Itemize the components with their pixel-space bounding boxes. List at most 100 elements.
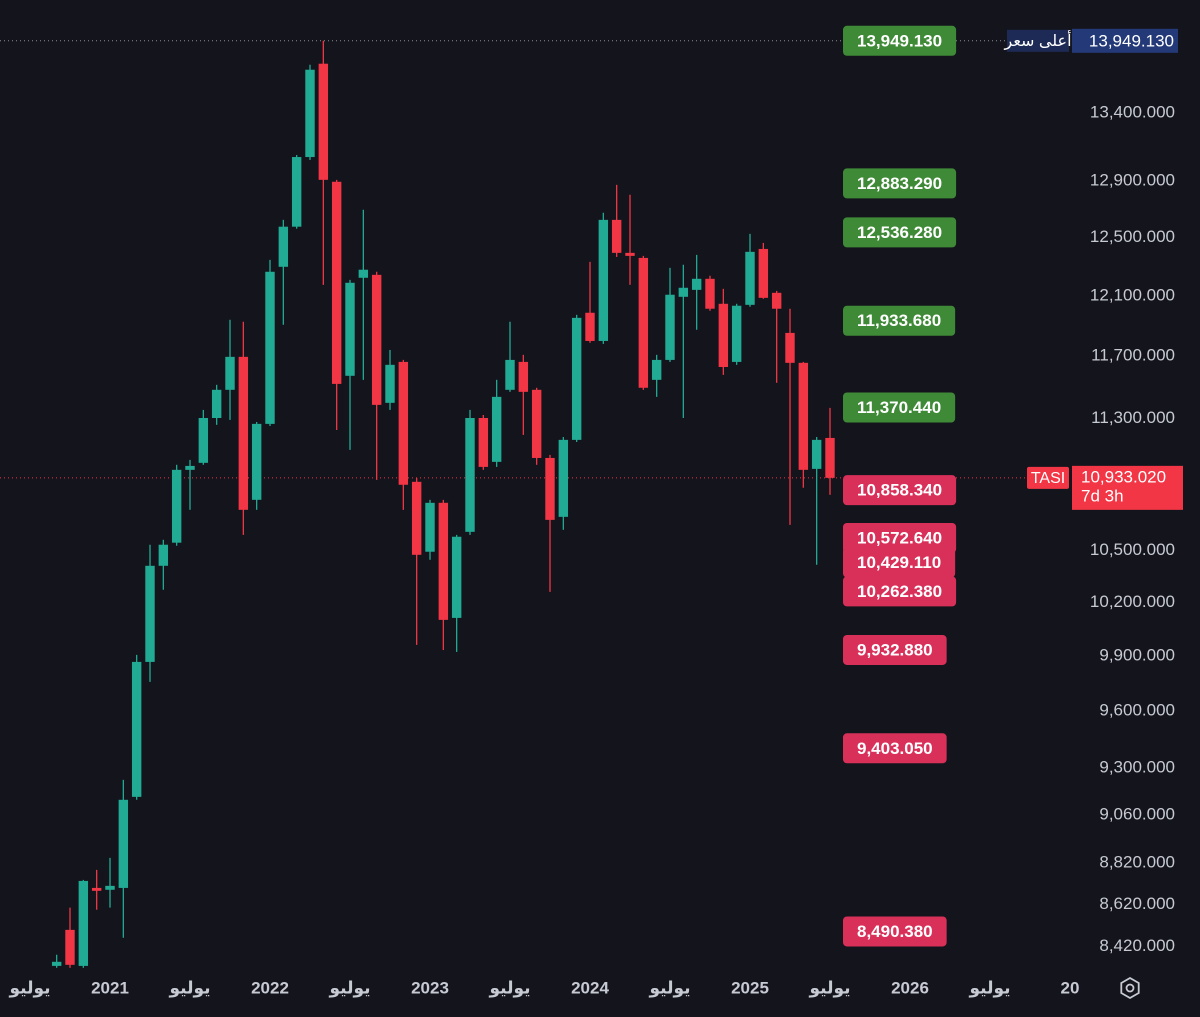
level-label: 10,572.640 bbox=[857, 528, 942, 547]
y-tick-label: 11,300.000 bbox=[1091, 408, 1175, 427]
level-label: 10,858.340 bbox=[857, 481, 942, 500]
candle-body bbox=[705, 278, 715, 309]
level-badge bbox=[843, 305, 956, 336]
candle-body bbox=[78, 880, 89, 966]
candle-body bbox=[158, 544, 169, 566]
candle-body bbox=[91, 887, 102, 891]
level-label: 10,262.380 bbox=[857, 582, 942, 601]
level-badge bbox=[843, 475, 957, 506]
level-label: 10,429.110 bbox=[857, 553, 941, 572]
y-tick-label: 9,060.000 bbox=[1099, 804, 1175, 823]
candle-body bbox=[198, 418, 209, 463]
candle-body bbox=[331, 181, 342, 384]
candle-body bbox=[638, 257, 649, 388]
y-tick-label: 8,820.000 bbox=[1099, 853, 1175, 872]
level-label: 12,536.280 bbox=[857, 223, 942, 242]
candle-body bbox=[318, 63, 329, 180]
last-price-value: 10,933.020 bbox=[1081, 467, 1166, 486]
level-label: 12,883.290 bbox=[857, 174, 942, 193]
level-label: 8,490.380 bbox=[857, 922, 933, 941]
level-label: 9,403.050 bbox=[857, 739, 933, 758]
countdown: 7d 3h bbox=[1081, 486, 1124, 505]
symbol-text: TASI bbox=[1031, 470, 1065, 487]
level-badge bbox=[843, 576, 957, 607]
level-badge bbox=[843, 634, 947, 665]
candle-body bbox=[398, 361, 409, 485]
candle-body bbox=[411, 481, 422, 555]
candle-body bbox=[345, 282, 355, 376]
candle-body bbox=[51, 961, 62, 966]
candle-body bbox=[771, 292, 782, 309]
x-tick-label: يوليو bbox=[8, 978, 50, 998]
high-marker-box bbox=[1007, 29, 1069, 52]
candle-body bbox=[145, 565, 155, 662]
gear-outline[interactable] bbox=[1120, 976, 1140, 1000]
candle-body bbox=[371, 274, 382, 405]
candle-body bbox=[291, 157, 302, 227]
high-marker-value-box bbox=[1072, 28, 1178, 53]
candle-body bbox=[451, 536, 462, 618]
high-marker-text: أعلى سعر bbox=[1003, 30, 1071, 51]
level-badge bbox=[843, 916, 947, 947]
level-badge bbox=[843, 547, 956, 578]
candle-body bbox=[118, 799, 129, 888]
x-tick-label: يوليو bbox=[808, 978, 850, 998]
candle-body bbox=[265, 271, 275, 424]
x-tick-label: يوليو bbox=[328, 978, 370, 998]
candle-body bbox=[571, 317, 582, 440]
settings-icon[interactable] bbox=[1120, 976, 1140, 1000]
last-price-box bbox=[1072, 465, 1183, 510]
candle-body bbox=[491, 396, 502, 462]
x-tick-label: 2023 bbox=[411, 978, 449, 997]
candle-body bbox=[251, 423, 262, 500]
symbol-box bbox=[1027, 466, 1069, 489]
y-tick-label: 9,900.000 bbox=[1099, 645, 1175, 664]
candle-body bbox=[825, 437, 835, 478]
candle-body bbox=[585, 312, 595, 341]
x-tick-label: يوليو bbox=[488, 978, 530, 998]
y-tick-label: 13,400.000 bbox=[1090, 102, 1175, 121]
candle-body bbox=[531, 389, 542, 458]
x-tick-label: يوليو bbox=[168, 978, 210, 998]
candle-body bbox=[731, 305, 742, 362]
level-badge bbox=[843, 168, 957, 199]
candle-body bbox=[238, 356, 249, 510]
level-label: 11,370.440 bbox=[857, 398, 941, 417]
candle-body bbox=[678, 287, 689, 297]
y-tick-label: 12,500.000 bbox=[1090, 227, 1175, 246]
candle-body bbox=[518, 361, 529, 392]
level-badge bbox=[843, 733, 947, 764]
x-tick-label: 2025 bbox=[731, 978, 769, 997]
y-tick-label: 9,300.000 bbox=[1099, 758, 1175, 777]
candle-body bbox=[131, 661, 142, 797]
x-tick-label: 2022 bbox=[251, 978, 289, 997]
candle-body bbox=[358, 269, 369, 278]
level-badge bbox=[843, 25, 957, 56]
y-tick-label: 12,900.000 bbox=[1090, 171, 1175, 190]
candle-body bbox=[625, 252, 635, 256]
y-tick-label: 10,200.000 bbox=[1090, 592, 1175, 611]
candle-body bbox=[558, 439, 569, 517]
level-badge bbox=[843, 217, 957, 248]
candle-body bbox=[105, 885, 115, 890]
candle-body bbox=[745, 251, 755, 305]
candle-body bbox=[665, 294, 675, 360]
level-badge bbox=[843, 522, 957, 553]
x-tick-label: 2021 bbox=[91, 978, 129, 997]
candle-body bbox=[385, 364, 395, 403]
candle-body bbox=[758, 248, 769, 298]
candle-body bbox=[211, 389, 222, 419]
candle-body bbox=[478, 418, 489, 467]
gear-center[interactable] bbox=[1125, 983, 1135, 993]
y-tick-label: 9,600.000 bbox=[1099, 701, 1175, 720]
high-marker-value: 13,949.130 bbox=[1089, 31, 1174, 50]
candle-body bbox=[811, 439, 822, 469]
candle-body bbox=[545, 457, 555, 520]
candle-body bbox=[438, 502, 449, 620]
candle-body bbox=[425, 502, 435, 552]
x-tick-label: يوليو bbox=[968, 978, 1010, 998]
x-tick-label: 2024 bbox=[571, 978, 609, 997]
y-tick-label: 10,500.000 bbox=[1090, 540, 1175, 559]
